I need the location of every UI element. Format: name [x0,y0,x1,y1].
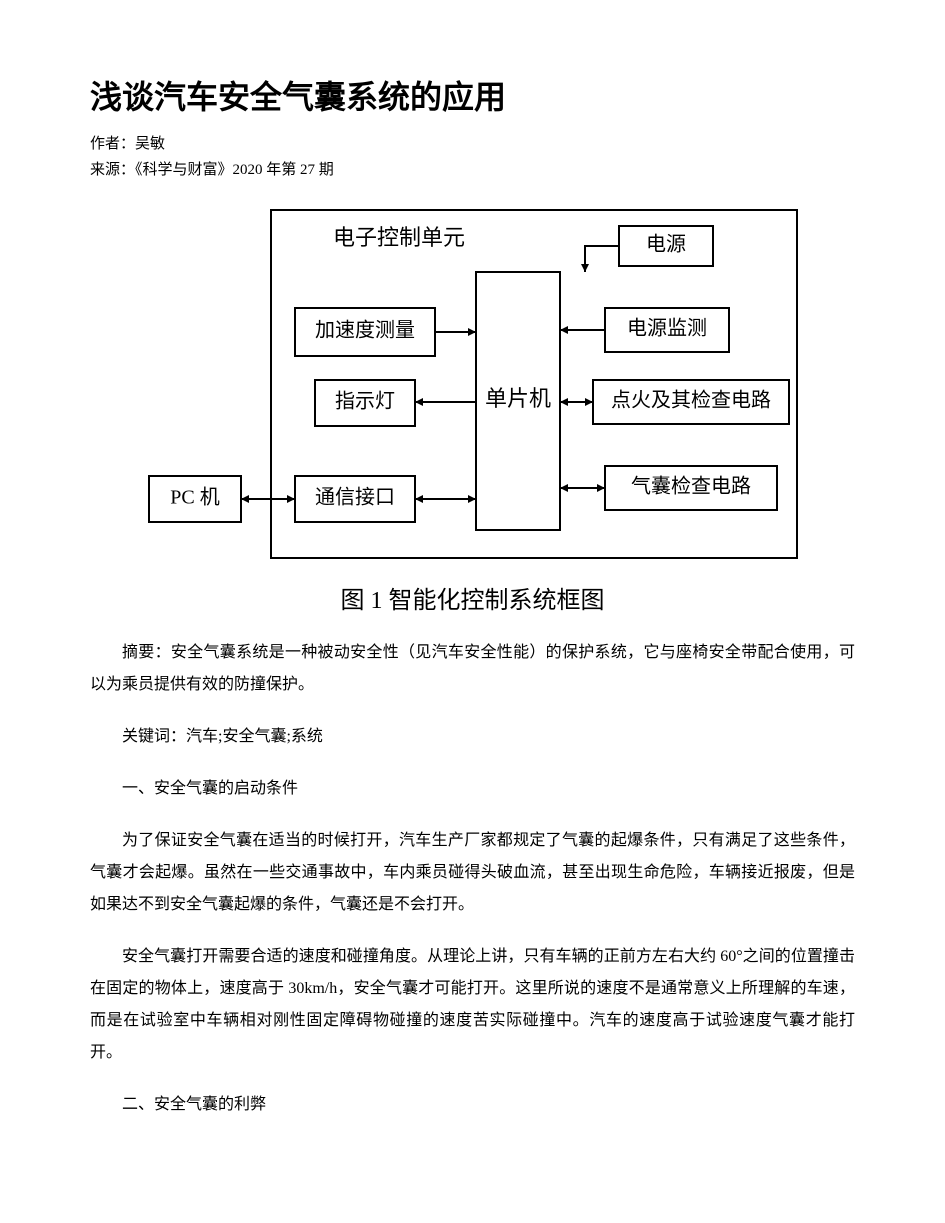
document-title: 浅谈汽车安全气囊系统的应用 [90,72,855,118]
author-line: 作者：吴敏 [90,132,855,156]
section-heading-1: 一、安全气囊的启动条件 [90,773,855,805]
abstract-paragraph: 摘要：安全气囊系统是一种被动安全性（见汽车安全性能）的保护系统，它与座椅安全带配… [90,637,855,701]
pc-label: PC 机 [170,486,219,509]
power-label: 电源 [646,233,686,256]
indicator-label: 指示灯 [335,390,395,413]
powermon-label: 电源监测 [627,317,707,340]
source-line: 来源：《科学与财富》2020 年第 27 期 [90,158,855,182]
figure-caption: 图 1 智能化控制系统框图 [90,580,855,615]
figure: 电子控制单元 单片机 加速度测量 指示灯 通信接口 PC 机 电源 电源监测 点… [143,204,803,564]
mcu-label: 单片机 [484,386,550,411]
ignition-label: 点火及其检查电路 [611,389,771,412]
ecu-label: 电子控制单元 [332,225,464,250]
comm-label: 通信接口 [315,486,395,509]
keywords-paragraph: 关键词：汽车;安全气囊;系统 [90,721,855,753]
block-diagram: 电子控制单元 单片机 加速度测量 指示灯 通信接口 PC 机 电源 电源监测 点… [143,204,803,564]
section-heading-2: 二、安全气囊的利弊 [90,1089,855,1121]
section1-paragraph2: 安全气囊打开需要合适的速度和碰撞角度。从理论上讲，只有车辆的正前方左右大约 60… [90,941,855,1069]
airbag-check-label: 气囊检查电路 [631,475,751,498]
accel-label: 加速度测量 [315,319,415,342]
section1-paragraph1: 为了保证安全气囊在适当的时候打开，汽车生产厂家都规定了气囊的起爆条件，只有满足了… [90,825,855,921]
